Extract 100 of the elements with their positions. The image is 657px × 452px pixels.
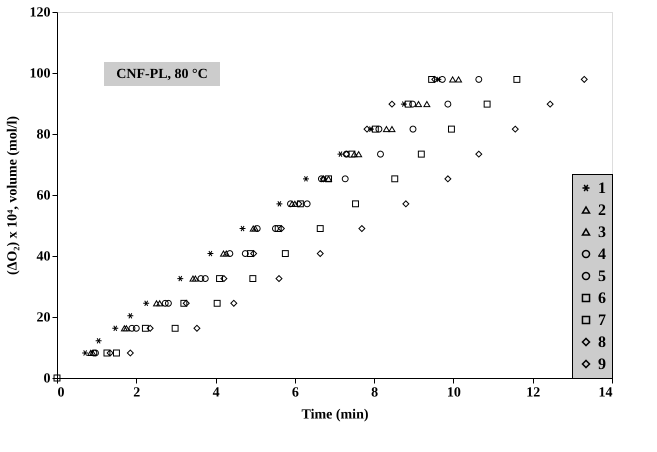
point: [444, 175, 452, 182]
point: [274, 225, 282, 232]
legend-label: 7: [598, 312, 606, 329]
point: [82, 350, 89, 356]
point: [202, 275, 209, 282]
point: [250, 225, 257, 232]
point: [153, 300, 160, 306]
point: [475, 150, 482, 158]
point: [180, 300, 188, 307]
point: [364, 126, 370, 133]
point: [206, 250, 214, 257]
legend-label: 2: [598, 202, 606, 219]
point: [276, 200, 283, 207]
point: [220, 250, 227, 257]
point: [336, 151, 344, 158]
point: [402, 200, 410, 208]
point: [434, 76, 442, 82]
point: [95, 338, 102, 344]
x-tick-label: 12: [526, 386, 540, 400]
point: [428, 76, 436, 83]
point: [410, 126, 416, 133]
point: [449, 76, 456, 82]
legend-label: 3: [598, 224, 606, 241]
legend-label: 5: [598, 268, 606, 285]
point: [352, 200, 359, 208]
point: [304, 200, 311, 208]
x-tick-label: 14: [598, 386, 612, 400]
point: [146, 324, 154, 332]
y-tick-label: 100: [30, 66, 50, 82]
point: [128, 324, 136, 332]
point: [197, 275, 204, 282]
point: [388, 126, 396, 132]
point: [455, 76, 462, 82]
point: [350, 151, 358, 158]
point: [513, 76, 520, 83]
y-tick-label: 40: [36, 250, 50, 264]
legend-label: 6: [598, 290, 606, 307]
point: [172, 324, 179, 332]
point: [316, 250, 324, 258]
point: [162, 300, 169, 307]
x-tick-label: 4: [212, 386, 220, 400]
y-tick-label: 120: [30, 6, 50, 20]
point: [176, 275, 184, 282]
y-tick-label: 80: [36, 128, 50, 142]
point: [546, 100, 554, 108]
point: [475, 76, 482, 83]
point: [287, 200, 294, 208]
point: [282, 250, 289, 258]
point: [278, 225, 285, 232]
point: [580, 76, 588, 83]
point: [214, 300, 221, 307]
point: [249, 275, 256, 282]
point: [142, 300, 150, 306]
legend-label: 9: [598, 356, 606, 373]
legend-label: 4: [598, 246, 606, 263]
point: [190, 276, 196, 282]
point: [242, 250, 249, 258]
point: [164, 300, 172, 307]
point: [348, 150, 356, 158]
point: [252, 225, 259, 232]
point: [272, 225, 279, 232]
y-axis-title: (ΔO₂) x 10⁴, volume (mol/l): [6, 116, 20, 276]
point: [409, 100, 416, 108]
x-tick-label: 8: [371, 386, 378, 400]
point: [247, 250, 254, 258]
point: [120, 325, 128, 332]
y-tick-label: 20: [36, 310, 50, 326]
point: [388, 100, 396, 108]
point: [438, 76, 446, 83]
point: [132, 324, 140, 332]
point: [342, 175, 349, 182]
point: [156, 300, 164, 306]
point: [113, 350, 120, 356]
point: [484, 100, 491, 108]
point: [142, 324, 149, 332]
annotation: CNF-PL, 80 °C: [116, 67, 208, 82]
y-tick-label: 60: [36, 188, 50, 204]
point: [418, 150, 425, 158]
point: [448, 126, 455, 133]
point: [193, 324, 200, 332]
point: [377, 150, 384, 158]
x-tick-label: 6: [292, 386, 299, 400]
point: [355, 151, 362, 158]
point: [372, 126, 379, 133]
point: [368, 126, 374, 132]
point: [302, 176, 310, 182]
x-tick-label: 0: [58, 386, 64, 400]
point: [220, 275, 228, 282]
point: [222, 250, 230, 257]
point: [192, 276, 199, 282]
point: [400, 101, 408, 108]
point: [276, 275, 282, 282]
point: [112, 325, 119, 332]
point: [382, 126, 390, 132]
point: [122, 325, 130, 332]
y-tick-label: 0: [44, 372, 50, 386]
x-tick-label: 2: [133, 386, 140, 400]
point: [316, 225, 324, 232]
point: [106, 350, 114, 356]
point: [250, 250, 258, 258]
